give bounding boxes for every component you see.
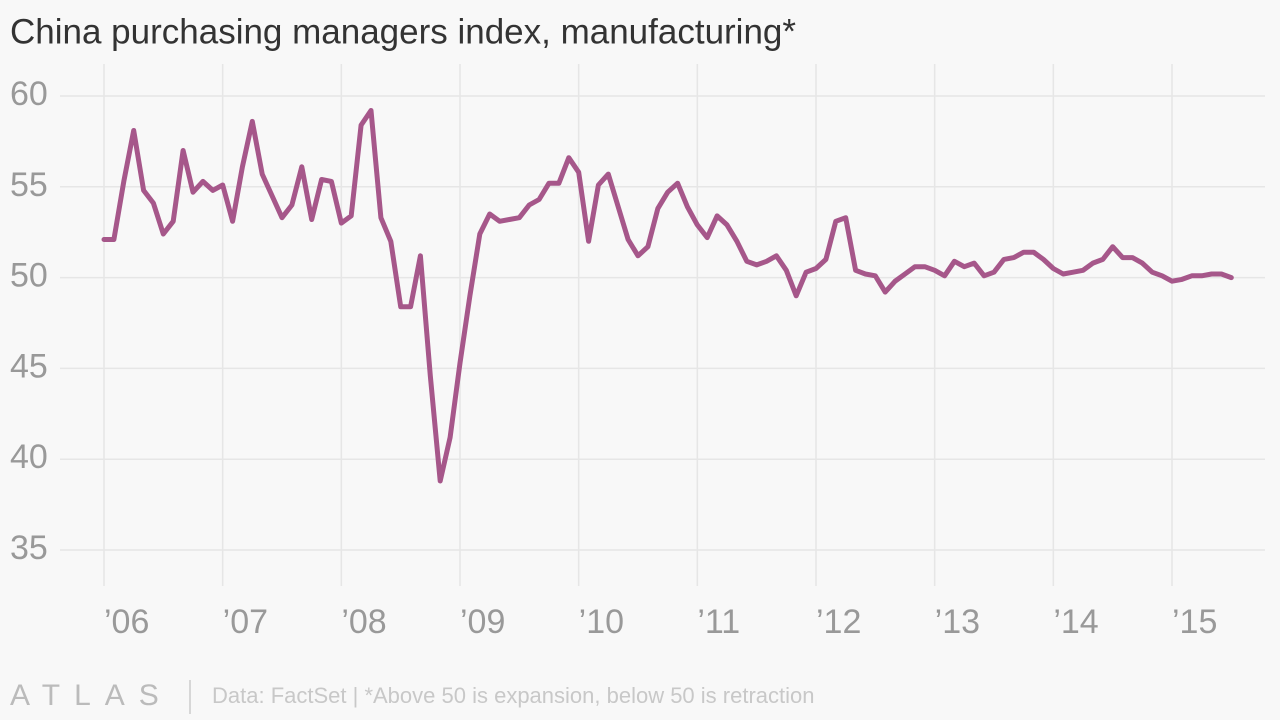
series-line [101, 108, 1234, 484]
x-tick-label: ’15 [1172, 603, 1217, 641]
logo: ATLAS [10, 679, 173, 712]
x-tick-label: ’13 [935, 603, 980, 641]
y-tick-label: 55 [10, 166, 48, 204]
x-tick-label: ’08 [341, 603, 386, 641]
x-tick-label: ’10 [579, 603, 624, 641]
x-tick-label: ’14 [1053, 603, 1098, 641]
x-tick-label: ’12 [816, 603, 861, 641]
x-tick-label: ’07 [223, 603, 268, 641]
y-tick-label: 45 [10, 347, 48, 385]
y-tick-label: 60 [10, 75, 48, 113]
x-tick-label: ’06 [104, 603, 149, 641]
source: Data: FactSet | *Above 50 is expansion, … [212, 683, 815, 708]
y-tick-label: 50 [10, 257, 48, 295]
y-tick-label: 35 [10, 529, 48, 567]
y-tick-label: 40 [10, 438, 48, 476]
chart-title: China purchasing managers index, manufac… [10, 12, 796, 51]
x-tick-label: ’11 [697, 603, 740, 641]
x-tick-label: ’09 [460, 603, 505, 641]
